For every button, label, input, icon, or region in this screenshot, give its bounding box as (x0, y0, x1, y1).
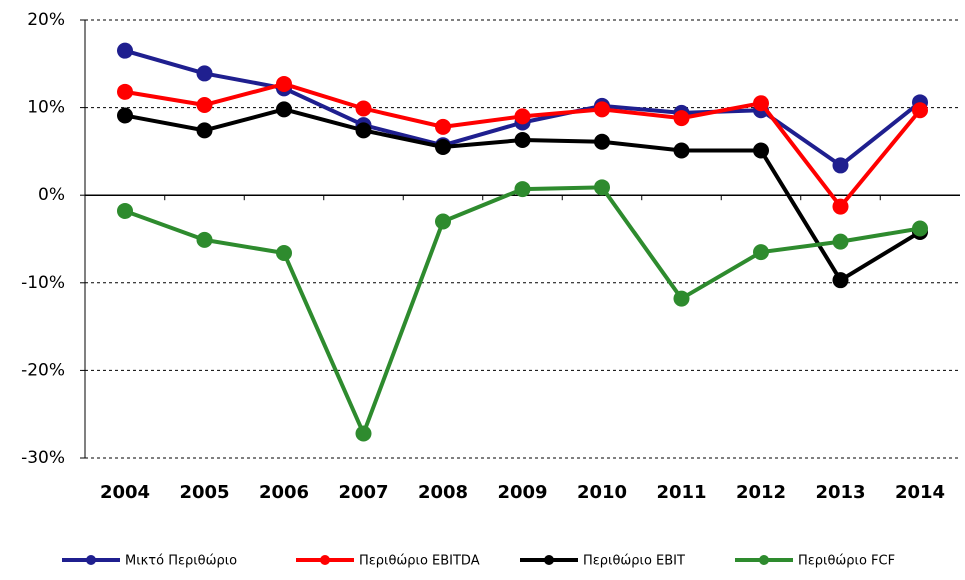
legend-label: Μικτό Περιθώριο (125, 554, 237, 569)
x-tick-label: 2011 (656, 482, 706, 503)
point (912, 220, 928, 237)
legend-marker (320, 555, 330, 565)
y-tick-label: -30% (21, 448, 65, 468)
point (117, 202, 133, 219)
point (435, 213, 451, 230)
point (196, 96, 213, 113)
y-tick-label: -10% (21, 273, 65, 293)
point (594, 101, 610, 118)
x-tick-label: 2008 (418, 482, 468, 503)
point (594, 179, 610, 196)
point (196, 122, 213, 139)
point (832, 198, 849, 215)
point (673, 290, 690, 307)
point (912, 102, 928, 119)
point (753, 142, 769, 159)
point (117, 83, 133, 100)
series-line (124, 185, 921, 436)
point (514, 132, 531, 149)
legend-marker (544, 555, 554, 565)
x-tick-label: 2007 (338, 482, 388, 503)
y-tick-label: 0% (38, 185, 65, 205)
y-tick-label: 10% (27, 98, 65, 118)
x-tick-label: 2014 (895, 482, 945, 503)
point (673, 110, 690, 127)
point (753, 244, 769, 261)
x-tick-label: 2005 (179, 482, 229, 503)
point (594, 133, 610, 150)
point (435, 118, 451, 135)
point (832, 233, 849, 250)
x-tick-label: 2013 (815, 482, 865, 503)
y-tick-label: 20% (27, 10, 65, 30)
point (514, 108, 531, 125)
x-tick-label: 2004 (100, 482, 150, 503)
legend-label: Περιθώριο FCF (798, 554, 895, 569)
point (832, 157, 849, 174)
x-tick-label: 2009 (497, 482, 547, 503)
point (117, 42, 133, 59)
point (435, 139, 451, 156)
legend-label: Περιθώριο EBITDA (359, 554, 480, 569)
point (276, 101, 292, 118)
y-tick-label: -20% (21, 360, 65, 380)
x-tick-label: 2006 (259, 482, 309, 503)
point (673, 142, 690, 159)
point (276, 245, 292, 262)
x-tick-label: 2010 (577, 482, 627, 503)
point (832, 272, 849, 289)
x-tick-label: 2012 (736, 482, 786, 503)
point (276, 75, 292, 92)
point (355, 100, 372, 117)
point (355, 122, 372, 139)
legend-label: Περιθώριο EBIT (583, 554, 685, 569)
point (196, 231, 213, 248)
point (753, 95, 769, 112)
legend-marker (759, 555, 769, 565)
point (196, 65, 213, 82)
point (514, 181, 531, 198)
point (117, 107, 133, 124)
legend-marker (86, 555, 96, 565)
point (355, 425, 372, 442)
